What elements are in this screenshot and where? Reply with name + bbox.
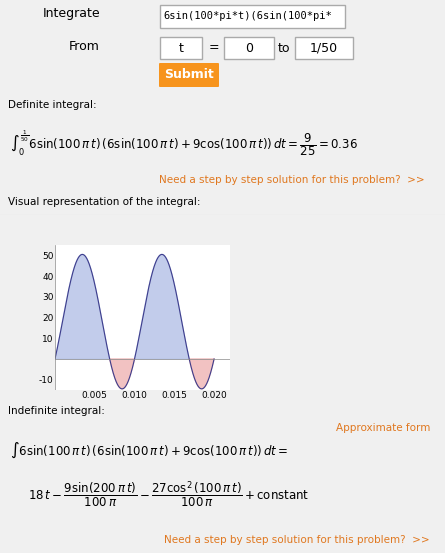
Text: Integrate: Integrate xyxy=(42,8,100,20)
Text: Approximate form: Approximate form xyxy=(336,423,430,433)
Text: Need a step by step solution for this problem?  >>: Need a step by step solution for this pr… xyxy=(159,175,425,185)
Text: Need a step by step solution for this problem?  >>: Need a step by step solution for this pr… xyxy=(164,535,430,545)
Text: to: to xyxy=(278,41,290,55)
Text: $\int_0^{\frac{1}{50}} 6\sin(100\,\pi\,t)\,(6\sin(100\,\pi\,t) + 9\cos(100\,\pi\: $\int_0^{\frac{1}{50}} 6\sin(100\,\pi\,t… xyxy=(10,128,358,158)
Text: Definite integral:: Definite integral: xyxy=(8,100,97,110)
Text: $\int 6\sin(100\,\pi\,t)\,(6\sin(100\,\pi\,t) + 9\cos(100\,\pi\,t))\,dt =$: $\int 6\sin(100\,\pi\,t)\,(6\sin(100\,\p… xyxy=(10,440,288,460)
FancyBboxPatch shape xyxy=(160,37,202,59)
Text: t: t xyxy=(178,41,183,55)
Text: From: From xyxy=(69,39,100,53)
Text: 0: 0 xyxy=(245,41,253,55)
FancyBboxPatch shape xyxy=(159,63,219,87)
Text: 1/50: 1/50 xyxy=(310,41,338,55)
Text: Submit: Submit xyxy=(164,69,214,81)
Text: $18\,t - \dfrac{9\sin(200\,\pi\,t)}{100\,\pi} - \dfrac{27\cos^2(100\,\pi\,t)}{10: $18\,t - \dfrac{9\sin(200\,\pi\,t)}{100\… xyxy=(28,480,309,510)
Text: =: = xyxy=(209,41,219,55)
Text: 6sin(100*pi*t)(6sin(100*pi*: 6sin(100*pi*t)(6sin(100*pi* xyxy=(163,11,332,21)
Text: Indefinite integral:: Indefinite integral: xyxy=(8,406,105,416)
FancyBboxPatch shape xyxy=(160,5,345,28)
FancyBboxPatch shape xyxy=(295,37,353,59)
Text: Visual representation of the integral:: Visual representation of the integral: xyxy=(8,197,201,207)
FancyBboxPatch shape xyxy=(224,37,274,59)
